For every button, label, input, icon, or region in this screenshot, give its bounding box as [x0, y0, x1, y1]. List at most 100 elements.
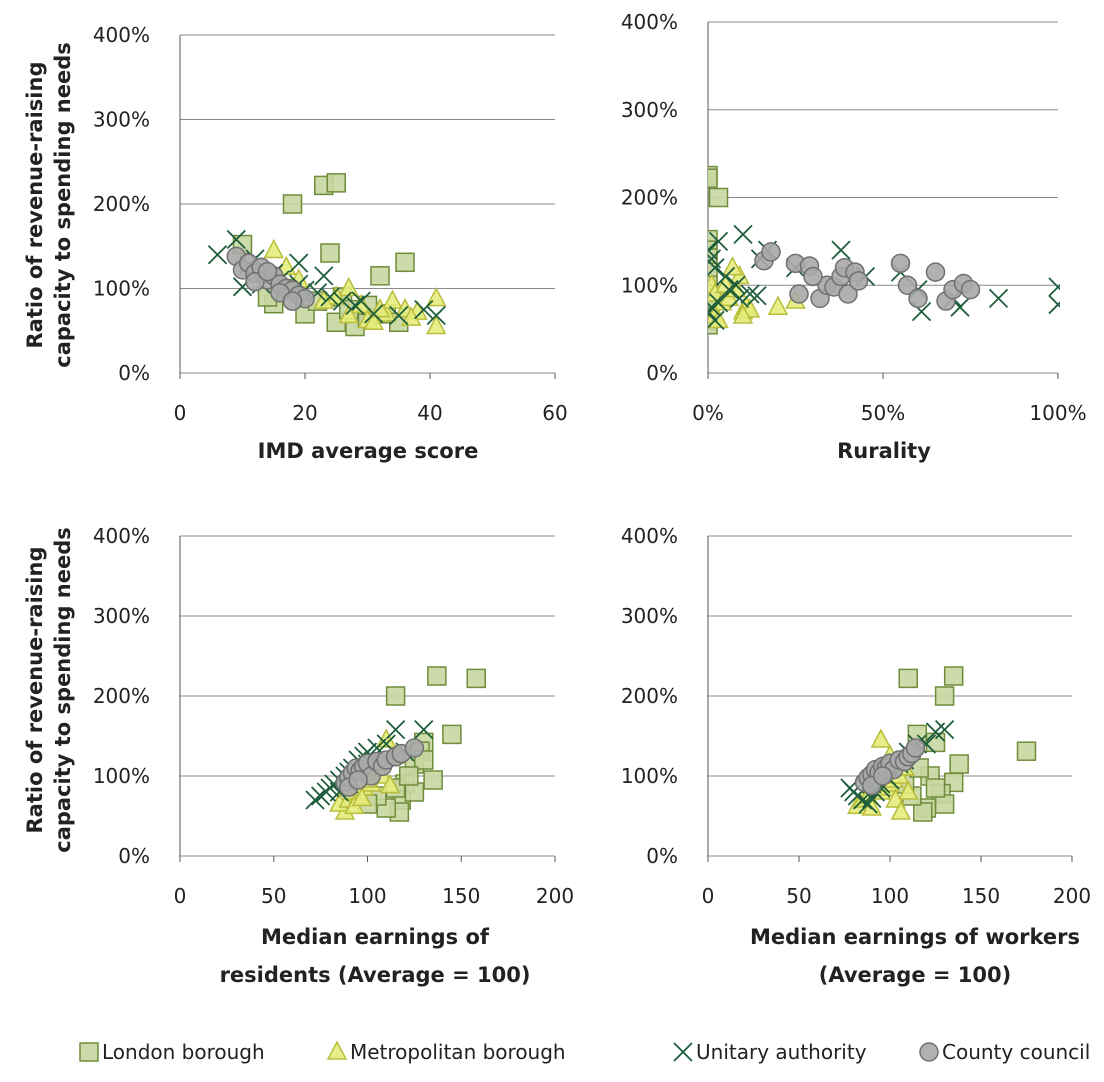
y-tick-label: 100% — [93, 277, 150, 301]
legend: London borough Metropolitan borough Unitar… — [79, 1040, 1090, 1064]
data-point-london-borough — [708, 187, 729, 208]
data-point-county-council — [838, 284, 858, 304]
data-point-london-borough — [399, 766, 419, 786]
legend-item: Metropolitan borough — [326, 1040, 566, 1064]
data-point-county-council — [890, 253, 911, 274]
y-tick-label: 200% — [621, 684, 678, 708]
data-point-unitary-authority — [831, 240, 851, 260]
x-tick-label: 0 — [174, 884, 187, 908]
data-point-county-council — [803, 266, 823, 287]
y-tick-label: 0% — [646, 361, 678, 385]
data-point-metropolitan-borough — [722, 256, 743, 276]
x-tick-label: 0% — [692, 401, 724, 425]
data-point-metropolitan-borough — [351, 786, 373, 807]
data-point-unitary-authority — [414, 299, 434, 320]
data-point-unitary-authority — [858, 794, 878, 814]
y-tick-label: 400% — [621, 524, 678, 548]
y-tick-label: 0% — [118, 844, 150, 868]
y-tick-label: 200% — [93, 684, 150, 708]
data-point-county-council — [872, 766, 893, 786]
data-point-unitary-authority — [207, 245, 228, 265]
data-point-metropolitan-borough — [379, 773, 401, 794]
data-point-unitary-authority — [414, 719, 434, 740]
y-tick-label: 400% — [93, 524, 150, 548]
data-point-county-council — [905, 738, 926, 758]
data-point-unitary-authority — [1048, 277, 1060, 297]
data-point-unitary-authority — [289, 253, 309, 273]
x-tick-label: 0 — [702, 884, 715, 908]
x-axis-label: Rurality — [837, 439, 931, 463]
data-point-unitary-authority — [729, 288, 750, 309]
data-point-unitary-authority — [988, 288, 1009, 309]
y-tick-label: 300% — [93, 604, 150, 628]
data-point-county-council — [761, 242, 781, 262]
data-point-london-borough — [708, 168, 718, 188]
data-point-london-borough — [370, 266, 390, 286]
data-point-unitary-authority — [715, 266, 736, 287]
legend-item: County council — [919, 1040, 1090, 1064]
data-point-metropolitan-borough — [382, 289, 403, 309]
data-point-county-council — [848, 271, 869, 291]
legend-label: County council — [942, 1040, 1090, 1064]
data-point-county-council — [245, 271, 265, 292]
data-point-unitary-authority — [708, 301, 718, 322]
data-point-county-council — [348, 770, 368, 790]
data-point-london-borough — [326, 173, 346, 193]
data-point-unitary-authority — [345, 295, 365, 316]
data-point-unitary-authority — [934, 719, 955, 740]
x-tick-label: 150 — [442, 884, 480, 908]
data-point-unitary-authority — [351, 291, 371, 311]
data-point-county-council — [404, 738, 425, 758]
scatter-panel-worker-earnings: 0% 100% 200% 300% 400% 0 50 100 150 200 Median ear… — [621, 524, 1091, 987]
data-point-metropolitan-borough — [426, 314, 447, 335]
data-point-unitary-authority — [332, 291, 353, 311]
data-point-london-borough — [943, 666, 964, 686]
data-point-county-council — [960, 279, 981, 300]
data-point-london-borough — [282, 194, 303, 214]
data-point-unitary-authority — [733, 224, 753, 244]
y-tick-label: 300% — [621, 98, 678, 122]
data-points — [840, 666, 1037, 822]
legend-item: London borough — [79, 1040, 265, 1064]
data-point-unitary-authority — [708, 310, 725, 330]
data-point-unitary-authority — [708, 258, 725, 278]
data-point-unitary-authority — [385, 719, 406, 740]
data-point-metropolitan-borough — [870, 728, 892, 748]
legend-marker-london-borough — [79, 1042, 99, 1062]
data-point-metropolitan-borough — [897, 780, 919, 800]
data-point-unitary-authority — [740, 284, 760, 304]
data-point-london-borough — [320, 243, 340, 263]
data-point-metropolitan-borough — [338, 303, 359, 324]
y-axis-label-bottom-line1: Ratio of revenue-raising — [23, 547, 47, 834]
data-point-london-borough — [925, 778, 946, 798]
x-tick-label: 100 — [348, 884, 386, 908]
data-point-county-council — [282, 291, 303, 311]
data-point-london-borough — [1016, 741, 1037, 761]
y-tick-label: 100% — [621, 764, 678, 788]
legend-marker-unitary-authority — [673, 1042, 693, 1062]
x-tick-label: 50 — [786, 884, 811, 908]
data-points — [207, 173, 447, 337]
legend-item: Unitary authority — [673, 1040, 867, 1064]
data-point-unitary-authority — [747, 286, 767, 306]
data-point-london-borough — [913, 802, 933, 822]
x-tick-label: 200 — [536, 884, 574, 908]
data-point-metropolitan-borough — [338, 276, 359, 297]
x-tick-label: 200 — [1053, 884, 1091, 908]
x-tick-label: 150 — [962, 884, 1000, 908]
data-point-london-borough — [898, 668, 918, 689]
data-point-metropolitan-borough — [263, 238, 284, 259]
x-tick-label: 50 — [261, 884, 286, 908]
y-tick-label: 400% — [621, 10, 678, 34]
legend-label: London borough — [102, 1040, 265, 1064]
data-point-unitary-authority — [426, 305, 446, 326]
data-point-london-borough — [466, 668, 486, 689]
data-point-london-borough — [423, 770, 443, 790]
data-point-london-borough — [708, 262, 718, 282]
x-tick-label: 40 — [417, 401, 442, 425]
data-point-london-borough — [427, 666, 447, 686]
data-points — [305, 666, 486, 822]
data-point-unitary-authority — [305, 790, 325, 810]
data-point-county-council — [897, 275, 918, 295]
data-point-london-borough — [385, 686, 406, 706]
